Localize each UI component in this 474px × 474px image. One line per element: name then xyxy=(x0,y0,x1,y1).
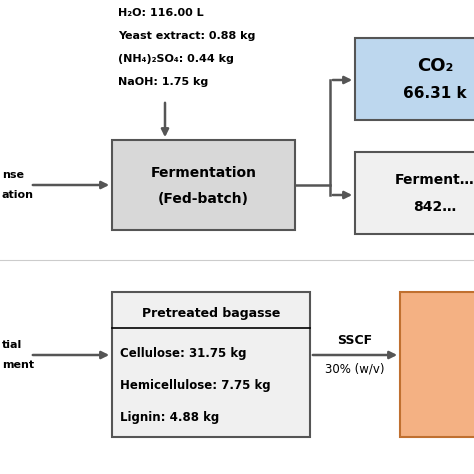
Text: (NH₄)₂SO₄: 0.44 kg: (NH₄)₂SO₄: 0.44 kg xyxy=(118,54,234,64)
Text: nse: nse xyxy=(2,170,24,180)
Text: Pretreated bagasse: Pretreated bagasse xyxy=(142,308,280,320)
Text: tial: tial xyxy=(2,340,22,350)
Text: (Fed-batch): (Fed-batch) xyxy=(158,192,249,206)
Text: Ferment…: Ferment… xyxy=(395,173,474,187)
Text: 30% (w/v): 30% (w/v) xyxy=(325,363,385,375)
Text: 842…: 842… xyxy=(413,200,456,214)
Text: 66.31 k: 66.31 k xyxy=(403,85,467,100)
Text: Yeast extract: 0.88 kg: Yeast extract: 0.88 kg xyxy=(118,31,255,41)
Text: Cellulose: 31.75 kg: Cellulose: 31.75 kg xyxy=(120,347,246,360)
Text: Hemicellulose: 7.75 kg: Hemicellulose: 7.75 kg xyxy=(120,379,271,392)
Text: ment: ment xyxy=(2,360,34,370)
Text: NaOH: 1.75 kg: NaOH: 1.75 kg xyxy=(118,77,208,87)
Text: CO₂: CO₂ xyxy=(417,57,453,75)
Text: H₂O: 116.00 L: H₂O: 116.00 L xyxy=(118,8,204,18)
Text: ation: ation xyxy=(2,190,34,200)
Bar xyxy=(355,152,474,234)
Bar xyxy=(112,292,310,437)
Bar xyxy=(355,38,474,120)
Text: Fermentation: Fermentation xyxy=(151,166,256,180)
Bar xyxy=(112,140,295,230)
Text: SSCF: SSCF xyxy=(337,335,373,347)
Text: Lignin: 4.88 kg: Lignin: 4.88 kg xyxy=(120,411,219,424)
Bar xyxy=(400,292,474,437)
